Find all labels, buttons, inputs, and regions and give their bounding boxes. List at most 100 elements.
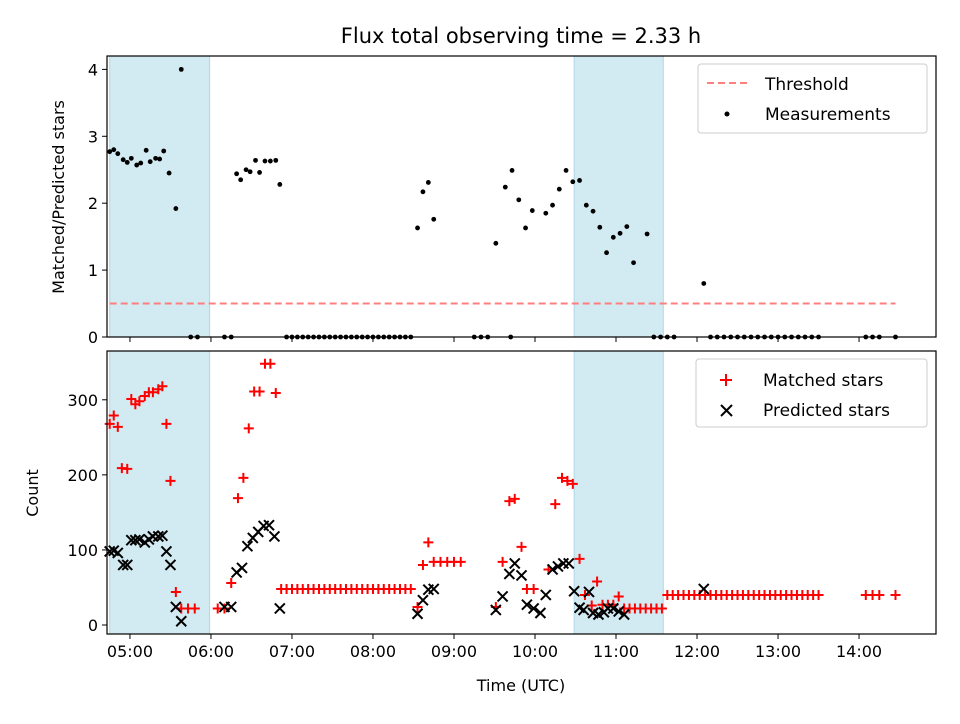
top-y-ticks: 0 1 2 3 4: [88, 60, 107, 347]
predicted-star-point: [274, 602, 286, 615]
x-axis-label: Time (UTC): [476, 676, 565, 695]
x-tick-label: 08:00: [350, 642, 396, 661]
predicted-star-point: [698, 583, 710, 595]
predicted-star-point: [411, 608, 424, 620]
matched-star-point: [226, 577, 237, 588]
x-tick-label: 06:00: [188, 642, 234, 661]
bottom-plot-frame: [106, 350, 937, 635]
matched-star-point: [254, 386, 265, 397]
matched-star-point: [189, 603, 200, 614]
matched-star-point: [232, 493, 243, 504]
matched-star-point: [504, 496, 515, 507]
measurement-point: [115, 151, 121, 157]
matched-star-point: [165, 475, 176, 486]
measurement-point: [120, 157, 126, 163]
x-tick-label: 13:00: [755, 642, 801, 661]
bottom-x-ticks: 05:00 06:00 07:00 08:00 09:00 10:00 11:00 12:00…: [107, 634, 882, 661]
predicted-star-point: [509, 557, 521, 570]
matched-star-point: [134, 396, 145, 407]
predicted-star-point: [417, 594, 429, 606]
matched-star-point: [219, 603, 230, 614]
x-tick-label: 09:00: [431, 642, 477, 661]
top-plot-frame: [106, 55, 937, 338]
matched-star-point: [112, 421, 123, 432]
predicted-star-point: [552, 560, 564, 573]
y-tick-label: 100: [67, 541, 98, 560]
measurement-point: [173, 206, 179, 211]
y-tick-label: 1: [88, 261, 98, 280]
predicted-star-point: [170, 601, 182, 613]
measurement-point: [550, 202, 555, 208]
measurement-point: [563, 168, 569, 173]
measurement-point: [234, 171, 240, 177]
matched-star-point: [557, 472, 568, 483]
measurement-point: [247, 169, 253, 175]
matched-star-point: [550, 499, 561, 510]
matched-star-point: [270, 388, 281, 399]
measurement-point: [516, 197, 522, 203]
predicted-star-point: [515, 569, 528, 582]
matched-star-point: [405, 583, 416, 594]
measurements-series: [107, 66, 898, 340]
legend-predicted-swatch: [720, 404, 733, 417]
measurement-point: [267, 158, 273, 164]
predicted-star-point: [156, 529, 169, 542]
predicted-star-point: [607, 602, 620, 615]
measurement-point: [583, 202, 589, 208]
shaded-interval: [573, 55, 664, 338]
matched-star-point: [161, 418, 172, 429]
matched-star-point: [613, 591, 624, 602]
measurement-point: [277, 182, 283, 187]
x-tick-label: 11:00: [593, 642, 639, 661]
x-tick-label: 12:00: [674, 642, 720, 661]
top-y-axis-label: Matched/Predicted stars: [49, 100, 68, 294]
predicted-star-point: [129, 534, 142, 546]
shaded-interval: [109, 55, 211, 338]
y-tick-label: 300: [67, 391, 98, 410]
measurement-point: [431, 216, 437, 222]
predicted-star-point: [546, 563, 559, 576]
measurement-point: [509, 168, 515, 173]
measurement-point: [415, 225, 420, 231]
measurement-point: [178, 66, 184, 72]
measurement-point: [134, 162, 140, 168]
measurement-point: [570, 179, 576, 185]
measurement-point: [253, 157, 258, 163]
y-tick-label: 2: [88, 194, 98, 213]
measurement-point: [610, 234, 616, 240]
legend-measurements-swatch: [724, 111, 730, 117]
matched-star-point: [890, 589, 901, 600]
predicted-star-point: [160, 545, 173, 558]
measurement-point: [604, 250, 609, 256]
top-panel: 0 1 2 3 4 Matched/Predicted stars Threshold …: [49, 55, 937, 347]
y-tick-label: 0: [88, 328, 98, 347]
measurement-point: [257, 170, 262, 175]
measurement-point: [128, 155, 134, 161]
measurement-point: [493, 240, 499, 246]
matched-star-point: [455, 556, 466, 567]
predicted-star-point: [568, 585, 580, 597]
predicted-star-point: [175, 615, 187, 627]
measurement-point: [701, 281, 707, 286]
legend-threshold-label: Threshold: [764, 75, 849, 95]
measurement-point: [577, 178, 582, 183]
matched-star-point: [497, 556, 508, 567]
top-legend: Threshold Measurements: [697, 63, 928, 134]
predicted-stars-series: [103, 519, 710, 627]
bottom-y-ticks: 0 100 200 300: [67, 391, 107, 635]
matched-stars-series: [104, 358, 901, 614]
matched-star-point: [104, 418, 115, 429]
matched-star-point: [238, 472, 249, 483]
measurement-point: [644, 231, 650, 237]
measurement-point: [238, 177, 244, 183]
top-x-ticks: [129, 337, 860, 342]
matched-star-point: [170, 586, 181, 597]
measurement-point: [590, 208, 596, 214]
predicted-star-point: [527, 602, 540, 615]
predicted-star-point: [121, 559, 133, 571]
predicted-star-point: [268, 530, 281, 543]
measurement-point: [631, 260, 636, 266]
x-tick-label: 14:00: [836, 642, 882, 661]
matched-star-point: [265, 358, 276, 369]
